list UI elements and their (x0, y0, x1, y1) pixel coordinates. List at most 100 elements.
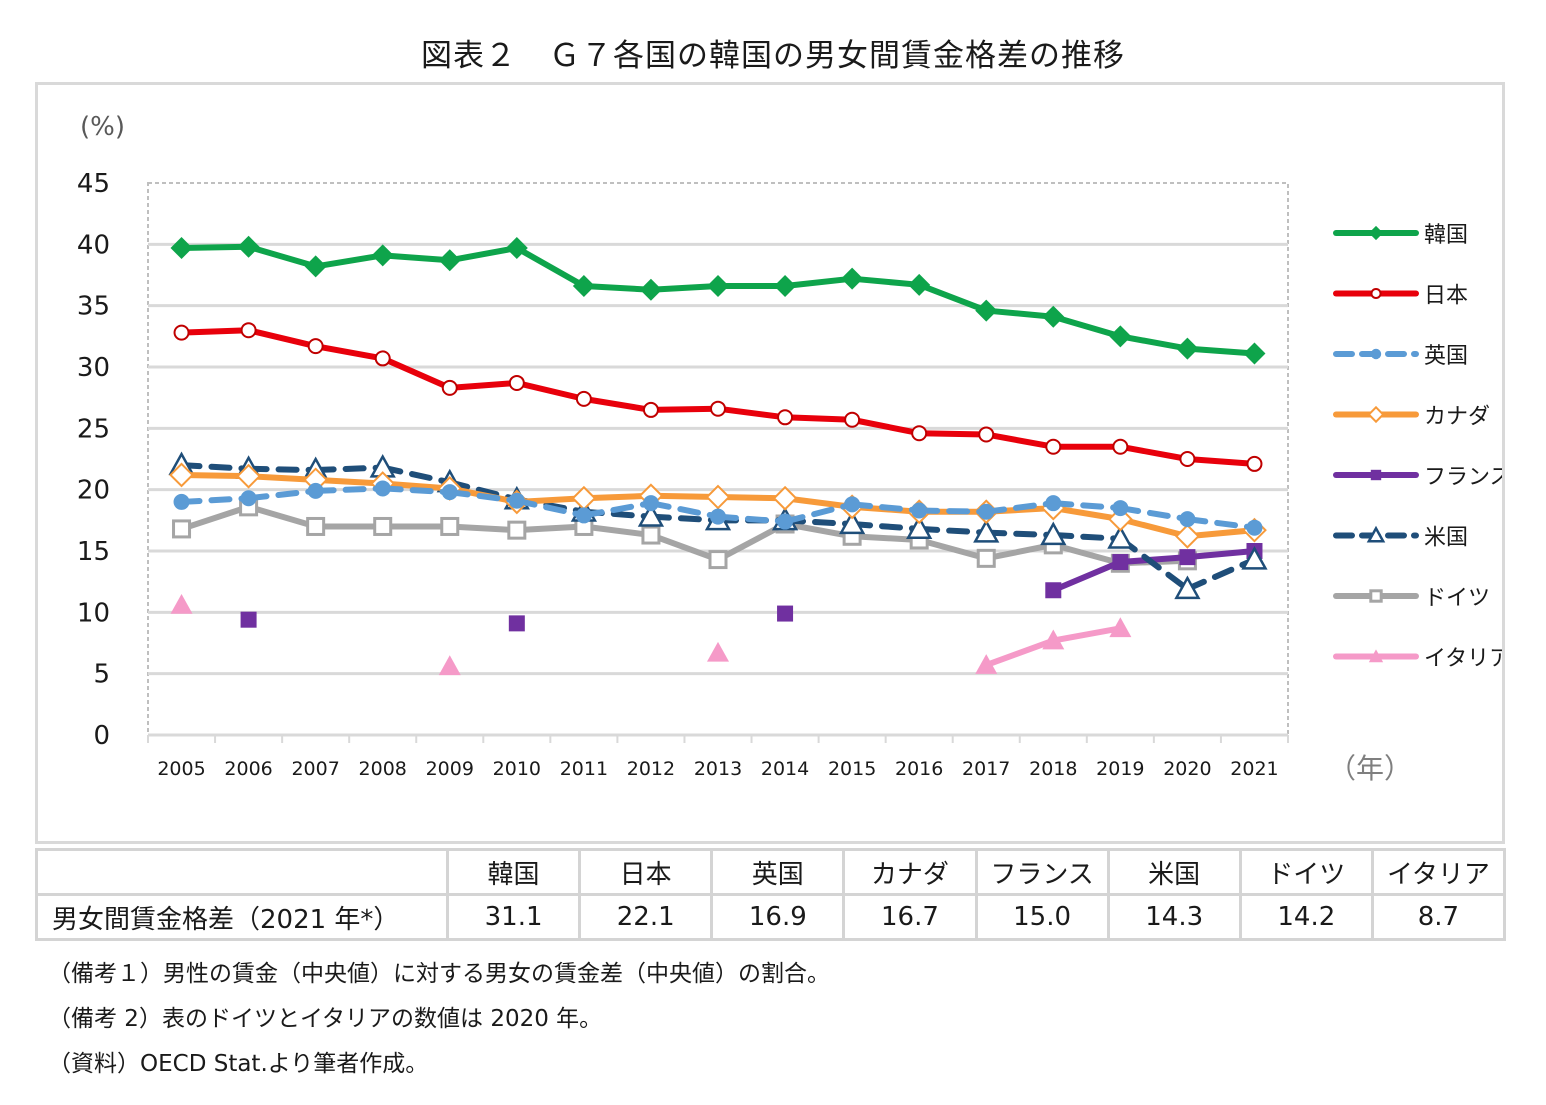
data-point (236, 463, 262, 489)
notes: （備考１）男性の賃金（中央値）に対する男女の賃金差（中央値）の割合。 （備考 2… (48, 952, 830, 1087)
legend-label: カナダ (1424, 405, 1490, 430)
data-point (1045, 495, 1062, 512)
chart-area: 0 5 10 15 20 25 30 35 40 45 (%) 2005 2006 2007 2008 200… (35, 82, 1505, 844)
data-point (438, 249, 461, 272)
data-point (1109, 325, 1132, 348)
data-point (705, 484, 731, 510)
series-line-segment (178, 495, 252, 505)
series-line-segment (446, 479, 520, 503)
data-point (1246, 519, 1263, 536)
series-line-segment (916, 525, 990, 536)
series-line-segment (983, 500, 1057, 515)
data-point (508, 374, 525, 391)
series-line-segment (312, 343, 386, 362)
series-line-segment (178, 327, 252, 336)
legend-marker (1370, 287, 1382, 300)
data-point (1112, 500, 1129, 517)
legend-item: フランス (1333, 465, 1502, 490)
data-point (976, 548, 996, 568)
data-point (170, 593, 193, 614)
data-point (507, 520, 527, 540)
series-line-segment (312, 464, 386, 474)
legend-item: 韓国 (1333, 223, 1468, 248)
data-point (978, 503, 995, 520)
data-point (642, 401, 659, 418)
data-point (1174, 575, 1201, 600)
x-tick-label: 2009 (426, 758, 474, 780)
y-tick-label: 10 (77, 598, 110, 628)
data-point (1042, 629, 1065, 650)
legend-marker (1370, 348, 1382, 360)
data-point (841, 267, 864, 290)
y-axis-label: (%) (80, 112, 125, 142)
series-line-segment (1050, 505, 1124, 523)
series-line-segment (379, 252, 453, 264)
data-point (240, 490, 257, 507)
series-line-segment (580, 283, 654, 293)
data-point (906, 515, 933, 539)
x-tick-label: 2012 (627, 758, 675, 780)
legend-item: 米国 (1333, 525, 1468, 551)
series-line-segment (1117, 505, 1191, 523)
data-point (1241, 546, 1268, 570)
series-line-segment (379, 355, 453, 391)
data-point (306, 516, 326, 536)
data-point (170, 237, 193, 260)
table-row: 男女間賃金格差（2021 年*） 31.1 22.1 16.9 16.7 15.… (35, 893, 1507, 941)
data-point (710, 400, 726, 417)
data-point (374, 480, 391, 497)
data-point (641, 525, 661, 545)
series-line-segment (580, 395, 654, 413)
table-cell: 14.2 (1238, 893, 1374, 941)
data-point (639, 278, 662, 301)
data-point (774, 275, 797, 298)
legend-marker (1369, 589, 1383, 603)
legend-item: 英国 (1333, 344, 1468, 369)
data-point (637, 503, 665, 527)
series-4 (240, 543, 1263, 632)
data-point (240, 611, 257, 628)
y-tick-label: 20 (77, 476, 110, 506)
x-axis-label: （年） (1328, 752, 1412, 785)
series-line-segment (446, 245, 520, 264)
series-line-segment (1184, 548, 1258, 561)
series-line-segment (983, 637, 1057, 669)
legend-item: カナダ (1333, 405, 1490, 430)
data-point (1246, 455, 1263, 472)
series-line-segment (715, 513, 789, 525)
series-line-segment (1184, 556, 1258, 593)
x-tick-label: 2010 (493, 758, 541, 780)
data-point (169, 462, 194, 488)
legend-label: フランス (1424, 465, 1502, 490)
line-chart: 0 5 10 15 20 25 30 35 40 45 (%) 2005 2006 2007 2008 200… (77, 112, 1502, 785)
summary-table: 韓国 日本 英国 カナダ フランス 米国 ドイツ イタリア 男女間賃金格差（20… (35, 848, 1507, 941)
legend-label: 韓国 (1424, 223, 1468, 248)
data-point (838, 510, 866, 535)
x-tick-label: 2007 (291, 758, 339, 780)
series-0 (170, 235, 1266, 365)
data-point (1112, 554, 1129, 571)
data-point (642, 495, 659, 512)
data-point (708, 550, 728, 570)
x-tick-label: 2005 (157, 758, 205, 780)
series-line-segment (446, 379, 520, 391)
series-line-segment (1050, 500, 1124, 512)
y-tick-label: 40 (77, 230, 110, 260)
series-line-segment (245, 243, 319, 270)
table-header-cell: 米国 (1106, 848, 1242, 896)
x-tick-label: 2020 (1163, 758, 1211, 780)
table-header-cell (35, 848, 449, 896)
table-header-cell: ドイツ (1238, 848, 1374, 896)
legend-marker (1366, 525, 1386, 543)
series-line-segment (1184, 456, 1258, 467)
data-point (710, 508, 726, 525)
series-line-segment (983, 541, 1057, 562)
data-point (1174, 523, 1200, 549)
data-point (1045, 582, 1062, 599)
legend-item: ドイツ (1333, 586, 1490, 611)
data-point (307, 482, 324, 499)
data-point (304, 255, 327, 278)
series-line-segment (916, 536, 990, 562)
data-point (973, 519, 1000, 543)
data-point (374, 350, 391, 367)
